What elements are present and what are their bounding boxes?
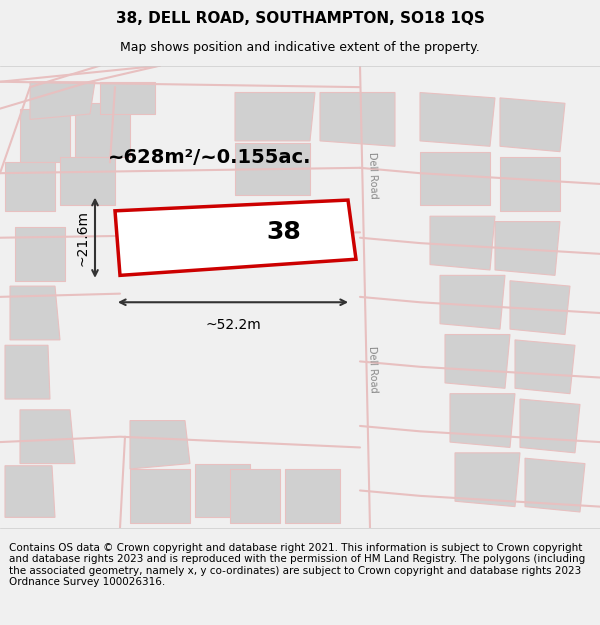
Text: Contains OS data © Crown copyright and database right 2021. This information is : Contains OS data © Crown copyright and d…	[9, 542, 585, 588]
Polygon shape	[235, 143, 310, 195]
Text: ~628m²/~0.155ac.: ~628m²/~0.155ac.	[108, 148, 312, 166]
Polygon shape	[525, 458, 585, 512]
Polygon shape	[115, 200, 356, 276]
Text: Dell Road: Dell Road	[367, 345, 379, 392]
Polygon shape	[420, 92, 495, 146]
Text: Map shows position and indicative extent of the property.: Map shows position and indicative extent…	[120, 41, 480, 54]
Text: 38: 38	[266, 221, 301, 244]
Polygon shape	[500, 157, 560, 211]
Polygon shape	[235, 92, 315, 141]
Polygon shape	[455, 453, 520, 507]
Polygon shape	[430, 216, 495, 270]
Text: ~21.6m: ~21.6m	[76, 210, 90, 266]
Polygon shape	[20, 410, 75, 464]
Text: ~52.2m: ~52.2m	[205, 318, 261, 332]
Polygon shape	[10, 286, 60, 340]
Polygon shape	[445, 334, 510, 388]
Polygon shape	[5, 466, 55, 518]
Text: Dell Road: Dell Road	[367, 152, 379, 199]
Polygon shape	[320, 92, 395, 146]
Polygon shape	[515, 340, 575, 394]
Text: 38, DELL ROAD, SOUTHAMPTON, SO18 1QS: 38, DELL ROAD, SOUTHAMPTON, SO18 1QS	[116, 11, 484, 26]
Polygon shape	[495, 222, 560, 276]
Polygon shape	[195, 464, 250, 518]
Polygon shape	[130, 421, 190, 469]
Polygon shape	[450, 394, 515, 448]
Polygon shape	[100, 82, 155, 114]
Polygon shape	[5, 162, 55, 211]
Polygon shape	[520, 399, 580, 453]
Polygon shape	[510, 281, 570, 334]
Polygon shape	[15, 227, 65, 281]
Polygon shape	[30, 82, 95, 119]
Polygon shape	[285, 469, 340, 522]
Polygon shape	[500, 98, 565, 152]
Polygon shape	[75, 103, 130, 157]
Polygon shape	[20, 109, 70, 162]
Polygon shape	[420, 152, 490, 206]
Polygon shape	[230, 469, 280, 522]
Polygon shape	[5, 345, 50, 399]
Polygon shape	[130, 469, 190, 522]
Polygon shape	[60, 157, 115, 206]
Polygon shape	[440, 276, 505, 329]
